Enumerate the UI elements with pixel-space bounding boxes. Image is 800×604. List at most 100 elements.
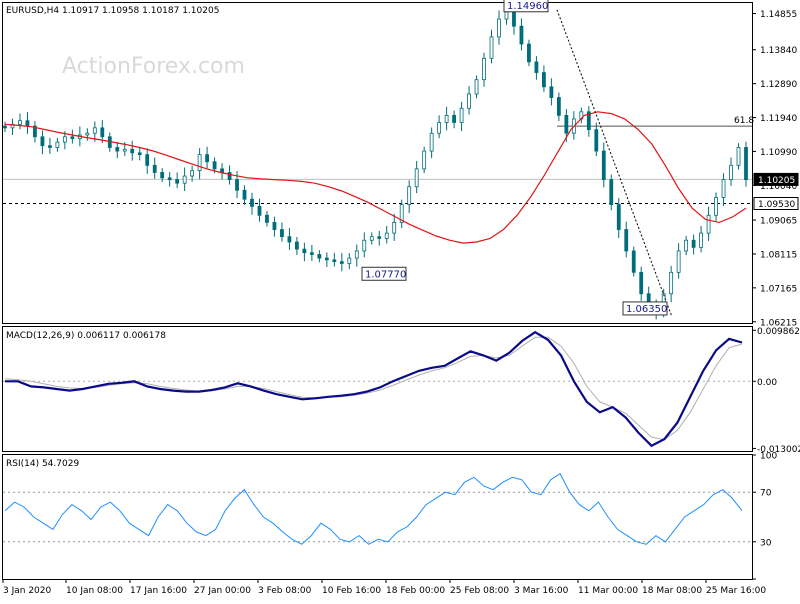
candle-body — [265, 214, 269, 223]
x-tick-label: 18 Feb 00:00 — [386, 586, 445, 596]
candle-body — [152, 164, 157, 173]
candle-body — [145, 154, 150, 166]
candle-body — [714, 197, 718, 216]
candle-body — [691, 239, 696, 248]
candle-body — [444, 114, 449, 123]
candle-body — [100, 127, 105, 138]
annotation-box-2 — [622, 301, 668, 316]
candle-body — [167, 177, 172, 180]
price-title: EURUSD,H4 1.10917 1.10958 1.10187 1.1020… — [6, 6, 219, 16]
price-y-tick-label: 1.07165 — [760, 284, 797, 294]
price-y-tick-label: 1.09065 — [760, 217, 797, 227]
candle-body — [33, 125, 37, 138]
candle-body — [160, 172, 165, 179]
rsi-y-tick-label: 70 — [760, 489, 772, 499]
candle-body — [497, 18, 501, 38]
candle-body — [504, 11, 509, 20]
candle-body — [699, 232, 703, 248]
candle-body — [354, 250, 359, 259]
candle-body — [212, 161, 217, 170]
candle-body — [227, 172, 232, 180]
candle-body — [175, 179, 180, 184]
candle-body — [467, 93, 471, 109]
rsi-line — [4, 472, 743, 545]
candle-body — [257, 205, 262, 216]
price-label-0: 1.10205 — [758, 176, 795, 186]
candle-body — [130, 148, 135, 154]
price-y-tick-label: 1.06215 — [760, 318, 797, 328]
price-y-tick-label: 1.10040 — [760, 182, 797, 192]
x-tick-label: 17 Jan 16:00 — [130, 586, 187, 596]
candle-body — [422, 150, 427, 170]
rsi-title: RSI(14) 54.7029 — [6, 459, 79, 469]
candle-body — [542, 72, 546, 88]
moving-average-line — [4, 111, 747, 244]
candle-body — [85, 132, 90, 136]
retracement-dotted-line — [556, 9, 673, 318]
candle-body — [429, 132, 434, 152]
annotation-label-1: 1.07770 — [365, 269, 406, 280]
candle-body — [332, 259, 337, 263]
candle-body — [25, 120, 30, 127]
x-tick-label: 10 Jan 08:00 — [66, 586, 123, 596]
candle-body — [684, 239, 689, 252]
candle-body — [609, 179, 614, 205]
candle-body — [48, 145, 52, 148]
x-tick-label: 18 Mar 08:00 — [642, 586, 702, 596]
candle-body — [676, 250, 681, 273]
candle-body — [624, 229, 629, 252]
candle-body — [242, 189, 247, 200]
price-y-tick-label: 1.10990 — [760, 148, 797, 158]
macd-y-tick-label: 0.00 — [757, 378, 777, 388]
annotation-label-2: 1.06350 — [626, 304, 667, 315]
x-tick-label: 3 Jan 2020 — [3, 586, 51, 596]
candle-body — [639, 271, 644, 295]
candle-body — [362, 239, 367, 252]
candle-body — [736, 147, 741, 166]
candle-body — [744, 147, 748, 180]
rsi-y-tick-label: 30 — [760, 538, 772, 548]
price-y-tick-label: 1.14855 — [760, 10, 797, 20]
x-tick-label: 3 Feb 08:00 — [258, 586, 312, 596]
candle-body — [669, 271, 674, 295]
candle-body — [631, 250, 636, 273]
macd-y-tick-label: -0.013002 — [757, 445, 800, 455]
annotation-box-1 — [361, 266, 407, 281]
candle-body — [137, 152, 142, 156]
fib-618-label: 61.8 — [734, 116, 754, 126]
candle-body — [62, 136, 67, 143]
candle-body — [250, 198, 254, 207]
candle-body — [556, 97, 561, 116]
x-tick-label: 25 Mar 16:00 — [706, 586, 766, 596]
candle-body — [339, 261, 344, 264]
candle-body — [182, 175, 187, 184]
watermark: ActionForex.com — [62, 54, 245, 79]
price-y-tick-label: 1.08115 — [760, 250, 797, 260]
candle-body — [729, 164, 733, 180]
candle-body — [706, 214, 711, 234]
candle-body — [377, 236, 382, 239]
price-y-tick-label: 1.12890 — [760, 80, 797, 90]
candle-body — [407, 186, 412, 205]
candle-body — [40, 136, 45, 147]
candle-body — [287, 236, 292, 243]
candle-body — [197, 154, 202, 172]
candle-body — [519, 25, 524, 45]
candle-body — [392, 221, 397, 234]
candle-body — [10, 123, 15, 129]
candle-body — [414, 168, 419, 188]
candle-body — [324, 257, 329, 261]
macd-title: MACD(12,26,9) 0.006117 0.006178 — [6, 331, 166, 341]
candle-body — [92, 127, 97, 134]
candle-body — [489, 36, 494, 59]
candle-body — [482, 57, 486, 81]
candle-body — [527, 43, 531, 63]
candle-body — [205, 154, 209, 163]
candle-body — [3, 125, 7, 129]
macd-y-tick-label: 0.009862 — [757, 327, 800, 337]
rsi-panel-frame — [2, 454, 753, 580]
price-y-tick-label: 1.13840 — [760, 46, 797, 56]
candle-body — [384, 232, 389, 239]
candle-body — [115, 147, 120, 152]
